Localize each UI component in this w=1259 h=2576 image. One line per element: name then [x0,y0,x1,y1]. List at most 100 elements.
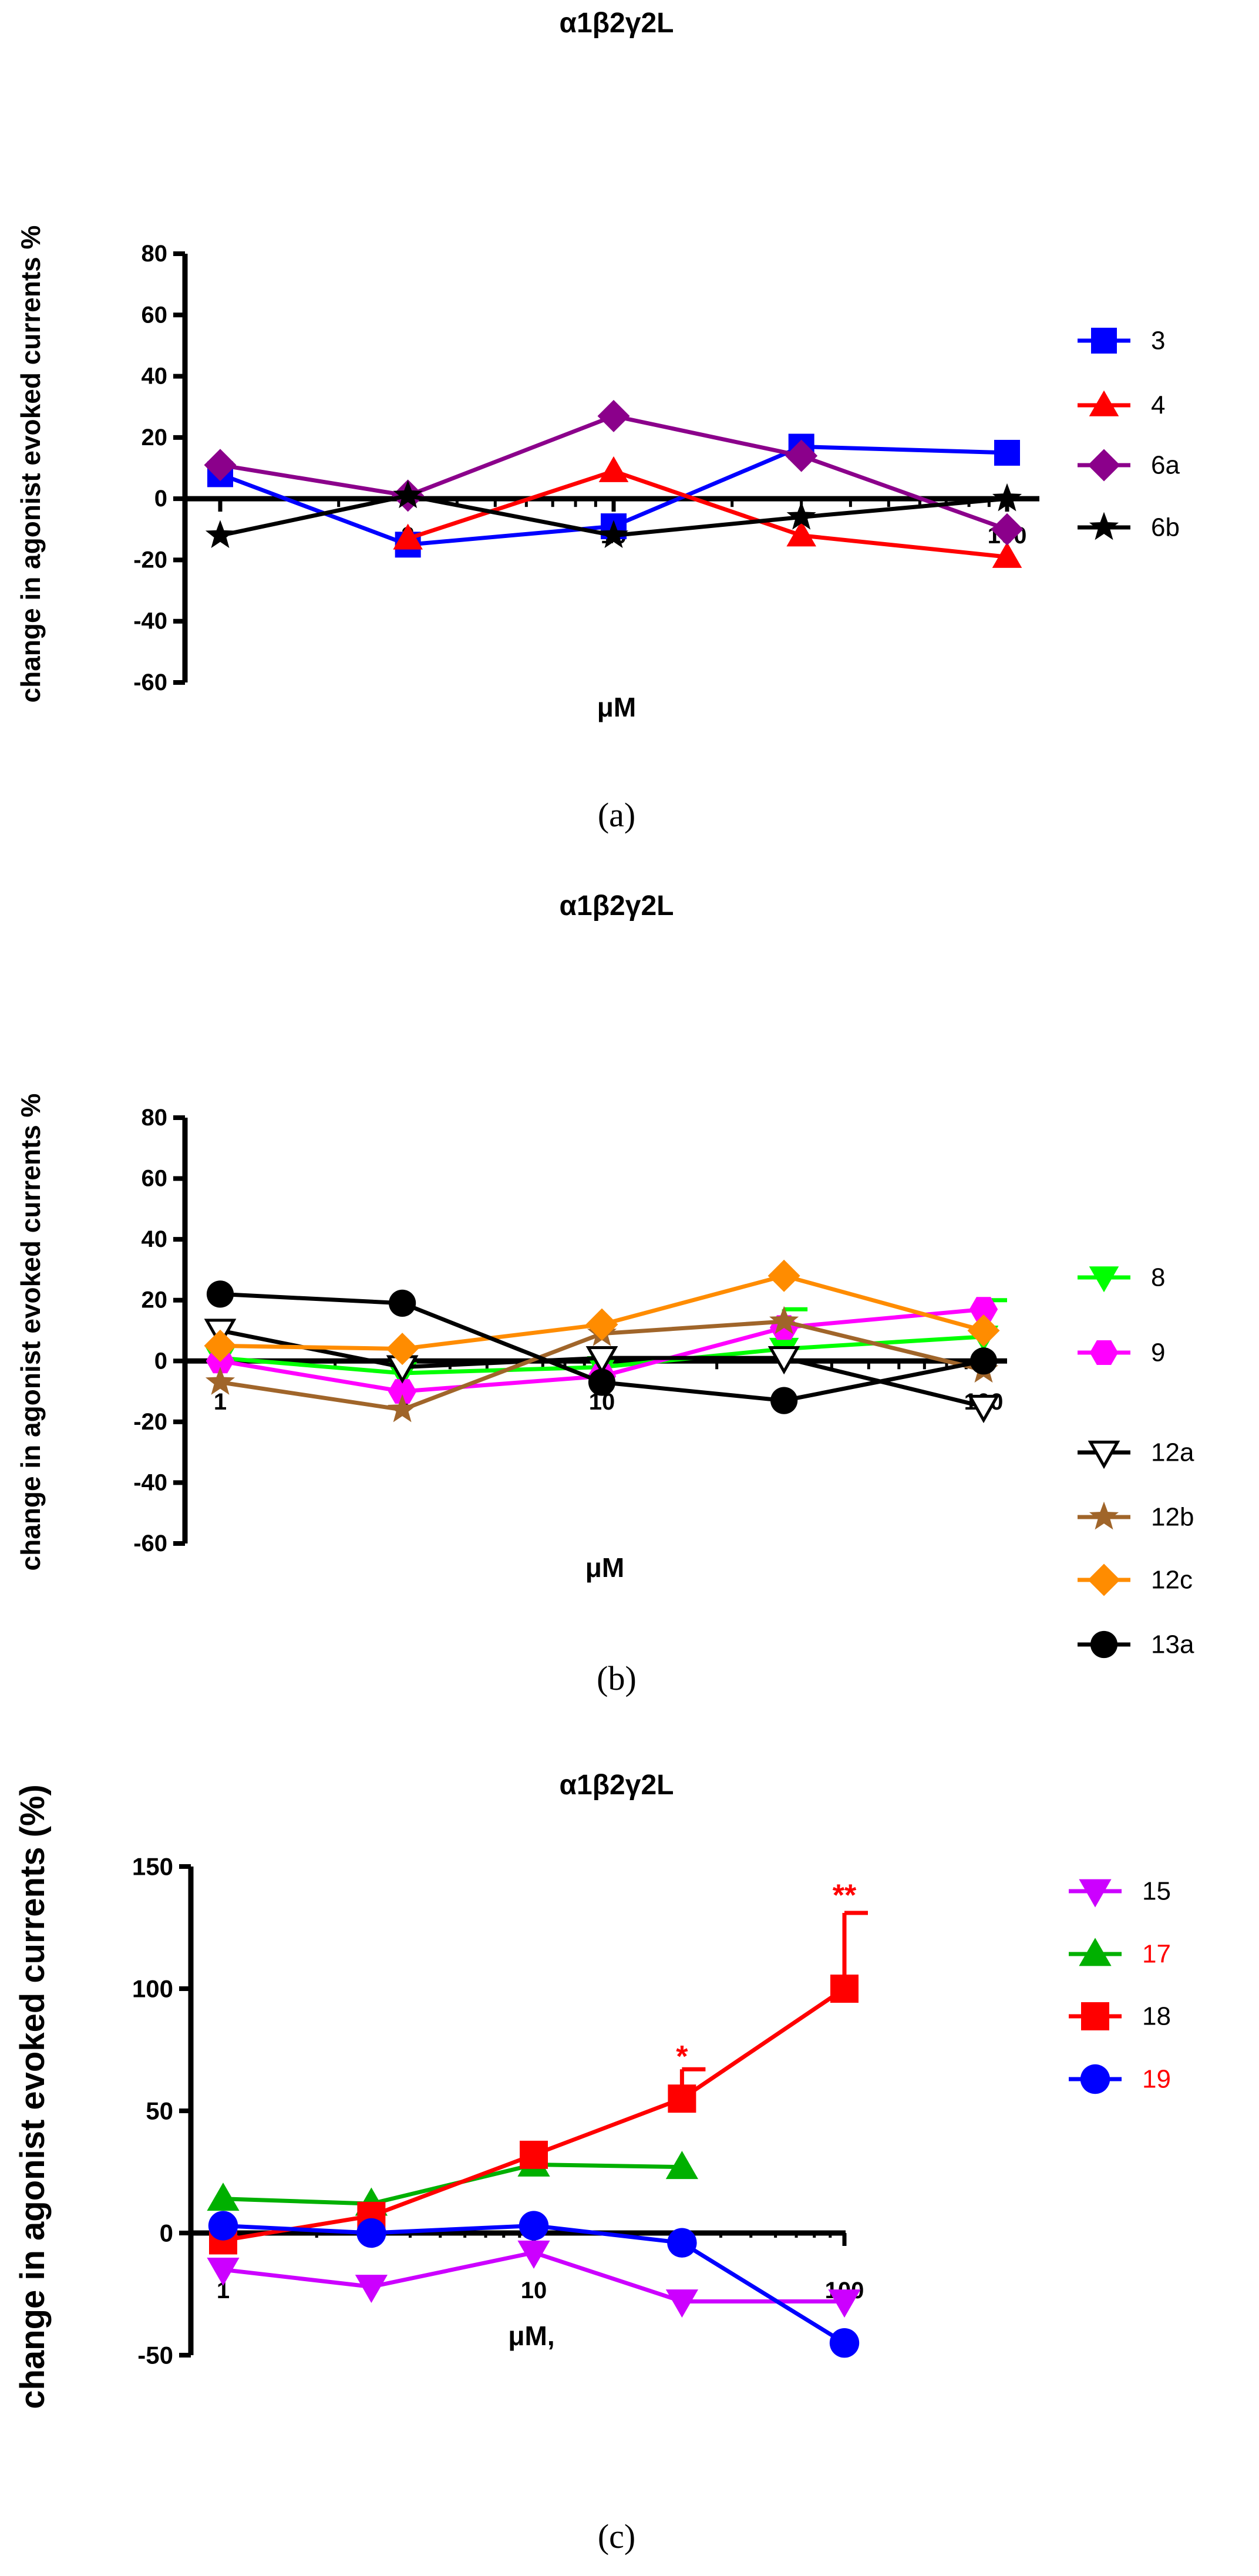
data-point [206,1280,234,1308]
significance-annotation: * [676,2040,688,2074]
data-point [585,1308,618,1341]
y-tick-label: 150 [132,1853,173,1881]
legend-marker [1079,1938,1112,1966]
x-tick-label: 10 [521,2278,547,2303]
y-tick-label: -20 [133,1409,167,1435]
data-point [517,2240,550,2269]
legend-marker [1091,328,1117,354]
y-tick-label: 50 [146,2097,173,2125]
legend-entry-4: 4 [1078,390,1165,420]
y-tick-label: -60 [133,1531,167,1556]
legend-label: 8 [1151,1263,1165,1292]
data-point [520,2140,548,2169]
y-tick-label: 80 [142,241,168,267]
series-6a [204,399,1024,546]
chart-title: α1β2γ2L [560,1770,674,1801]
legend-entry-3: 3 [1078,327,1165,355]
legend-label: 19 [1142,2065,1171,2094]
data-point [388,1394,418,1422]
data-point [665,2289,698,2318]
data-point [767,1346,800,1375]
data-point [668,2084,696,2113]
data-point [970,1347,998,1375]
legend-marker [1089,1501,1119,1530]
data-point [388,1379,417,1404]
data-point [767,1259,800,1292]
series-line [407,469,1008,559]
legend-entry-9: 9 [1078,1339,1165,1367]
legend-entry-18: 18 [1069,2002,1171,2031]
legend-entry-12c: 12c [1078,1563,1193,1596]
y-tick-label: 60 [142,1166,168,1192]
y-tick-label: 100 [132,1975,173,2003]
data-point [355,2275,388,2303]
data-point [992,483,1022,512]
legend-marker [1089,512,1119,540]
y-axis-label: change in agonist evoked currents % [15,226,46,703]
y-tick-label: -40 [133,1469,167,1495]
y-tick-label: 40 [142,1226,168,1252]
legend-entry-15: 15 [1069,1877,1171,1908]
legend-label: 6a [1151,451,1180,480]
y-axis-label: change in agonist evoked currents % [15,1094,46,1571]
legend-entry-6a: 6a [1078,449,1180,482]
y-tick-label: 40 [142,364,168,389]
legend-marker [1089,1340,1119,1365]
data-point [597,399,630,432]
legend-label: 18 [1142,2002,1171,2031]
data-point [207,2182,240,2211]
data-point [967,1314,1000,1347]
legend-label: 15 [1142,1877,1171,1906]
x-tick-label: 1 [217,2278,230,2303]
series-13a [206,1280,998,1414]
data-point [770,1387,798,1414]
data-point [829,2328,860,2358]
legend-entry-12b: 12b [1078,1501,1194,1532]
data-point [665,2151,698,2180]
data-point [356,2218,386,2248]
series-15 [207,2240,861,2318]
y-tick-label: 0 [154,486,167,512]
legend-label: 4 [1151,391,1165,420]
series-12c [204,1259,1000,1366]
legend-marker [1088,449,1120,482]
data-point [393,523,423,550]
data-point [519,2211,549,2241]
data-point [205,1367,235,1395]
data-point [969,1297,998,1322]
legend-entry-13a: 13a [1078,1630,1194,1659]
y-tick-label: 0 [160,2219,173,2247]
data-point [967,1394,1000,1424]
chart-title: α1β2γ2L [560,890,674,922]
legend-label: 13a [1151,1630,1194,1659]
data-point [598,456,629,482]
legend-marker [1090,1630,1118,1659]
chart-title: α1β2γ2L [560,8,674,39]
data-point [204,1329,237,1362]
y-tick-label: -20 [133,547,167,573]
legend-entry-8: 8 [1078,1263,1165,1293]
legend-marker [1089,390,1119,416]
series-19 [208,2211,860,2358]
legend-entry-12a: 12a [1078,1438,1194,1469]
legend-marker [1088,1563,1120,1596]
legend-label: 12a [1151,1438,1194,1467]
data-point [828,2289,861,2318]
legend-entry-6b: 6b [1078,512,1180,542]
legend-label: 12b [1151,1503,1194,1532]
data-point [386,1333,419,1366]
y-tick-label: -60 [133,670,167,695]
data-point [785,439,818,472]
legend-marker [1079,1879,1112,1908]
panel-caption: (b) [597,1659,637,1697]
x-axis-label: μM [585,1552,624,1583]
data-point [667,2228,697,2258]
legend-entry-19: 19 [1069,2064,1171,2094]
data-point [991,513,1024,546]
legend-label: 9 [1151,1339,1165,1367]
data-point [994,439,1020,466]
data-point [769,1306,799,1334]
x-axis-label: μM, [508,2321,554,2351]
y-tick-label: 20 [142,1287,168,1313]
y-tick-label: 60 [142,302,168,328]
